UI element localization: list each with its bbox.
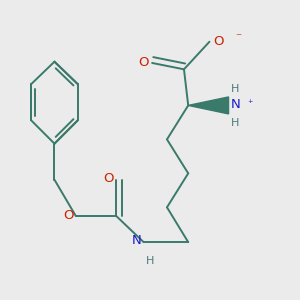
Text: O: O: [214, 35, 224, 48]
Text: H: H: [146, 256, 154, 266]
Text: H: H: [231, 83, 239, 94]
Text: ⁺: ⁺: [248, 99, 253, 109]
Text: ⁻: ⁻: [235, 31, 241, 44]
Polygon shape: [188, 97, 229, 114]
Text: O: O: [103, 172, 114, 185]
Text: O: O: [138, 56, 149, 70]
Text: H: H: [231, 118, 239, 128]
Text: N: N: [132, 234, 142, 248]
Text: N: N: [231, 98, 240, 111]
Text: O: O: [63, 209, 74, 222]
